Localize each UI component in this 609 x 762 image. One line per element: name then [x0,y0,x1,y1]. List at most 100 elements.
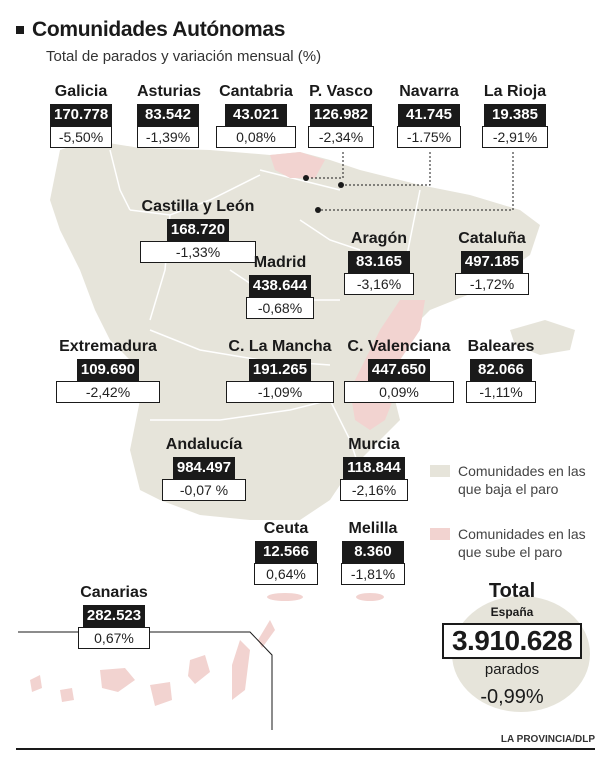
region-parados: 82.066 [470,359,532,381]
region-parados: 41.745 [398,104,460,126]
region-variacion: -1,72% [455,273,529,295]
page-title: Comunidades Autónomas [32,18,286,41]
region-name: Navarra [399,83,459,100]
total-unit: parados [484,661,540,678]
region-name: Canarias [80,584,148,601]
source-credit: LA PROVINCIA/DLP [500,734,595,745]
region-parados: 12.566 [255,541,317,563]
region-variacion: 0,64% [254,563,318,585]
region-variacion: -5,50% [50,126,112,148]
legend-swatch-baja [430,465,450,477]
region-rioja: La Rioja 19.385 -2,91% [482,83,548,148]
region-parados: 191.265 [248,359,312,381]
region-parados: 438.644 [248,275,312,297]
region-variacion: -2,16% [340,479,408,501]
cantabria-shape [270,152,325,178]
region-name: P. Vasco [309,83,373,100]
region-navarra: Navarra 41.745 -1.75% [397,83,461,148]
total-sublabel: España [490,605,534,619]
total-label: Total [488,580,536,602]
total-box: Total España 3.910.628 parados -0,99% [432,580,592,709]
region-parados: 170.778 [50,104,113,126]
region-cvalenciana: C. Valenciana 447.650 0,09% [344,338,454,403]
region-parados: 19.385 [484,104,546,126]
region-baleares: Baleares 82.066 -1,11% [466,338,536,403]
region-name: Aragón [351,230,407,247]
region-variacion: 0,09% [344,381,454,403]
region-variacion: -1,81% [341,563,405,585]
legend-label-baja: Comunidades en las que baja el paro [458,463,586,497]
region-murcia: Murcia 118.844 -2,16% [340,436,408,501]
total-variacion: -0,99% [480,686,544,708]
region-parados: 83.542 [137,104,199,126]
legend-swatch-sube [430,528,450,540]
region-parados: 126.982 [309,104,373,126]
region-variacion: -1,39% [137,126,199,148]
region-name: C. La Mancha [228,338,332,355]
region-ceuta: Ceuta 12.566 0,64% [254,520,318,585]
region-variacion: -0,68% [246,297,314,319]
region-variacion: 0,67% [78,627,150,649]
region-galicia: Galicia 170.778 -5,50% [50,83,113,148]
region-aragon: Aragón 83.165 -3,16% [344,230,414,295]
region-name: Galicia [54,83,108,100]
region-variacion: -1,11% [466,381,536,403]
page-subtitle: Total de parados y variación mensual (%) [46,48,322,65]
region-parados: 43.021 [225,104,287,126]
region-name: Madrid [253,254,307,271]
region-variacion: -0,07 % [162,479,246,501]
region-canarias: Canarias 282.523 0,67% [78,584,150,649]
region-name: Murcia [348,436,400,453]
region-parados: 447.650 [367,359,431,381]
leader-dots [303,175,344,213]
region-name: Extremadura [59,338,157,355]
region-variacion: -2,91% [482,126,548,148]
region-parados: 497.185 [460,251,524,273]
region-clamancha: C. La Mancha 191.265 -1,09% [226,338,334,403]
region-madrid: Madrid 438.644 -0,68% [246,254,314,319]
region-name: Andalucía [165,436,243,453]
region-asturias: Asturias 83.542 -1,39% [137,83,202,148]
region-name: La Rioja [483,83,547,100]
legend-sube: Comunidades en las que sube el paro [430,525,608,561]
region-variacion: -2,42% [56,381,160,403]
region-melilla: Melilla 8.360 -1,81% [341,520,405,585]
region-variacion: -1.75% [397,126,461,148]
ceuta-shape [267,593,303,601]
region-parados: 109.690 [76,359,140,381]
melilla-shape [356,593,384,601]
region-name: Castilla y León [141,198,255,215]
region-parados: 8.360 [342,541,404,563]
legend-baja: Comunidades en las que baja el paro [430,462,608,498]
region-parados: 984.497 [172,457,236,479]
region-name: Cataluña [458,230,526,247]
region-cataluna: Cataluña 497.185 -1,72% [455,230,529,295]
region-variacion: -3,16% [344,273,414,295]
title-bullet-icon [16,26,24,34]
leader-lines [308,152,514,211]
region-name: Ceuta [263,520,309,537]
baleares-shape [510,320,575,355]
region-parados: 83.165 [348,251,410,273]
region-variacion: 0,08% [216,126,296,148]
canarias-shapes [30,620,275,706]
region-parados: 168.720 [166,219,230,241]
region-variacion: -1,09% [226,381,334,403]
region-parados: 118.844 [343,457,405,479]
region-cantabria: Cantabria 43.021 0,08% [216,83,296,148]
region-extremadura: Extremadura 109.690 -2,42% [56,338,160,403]
region-castillaleon: Castilla y León 168.720 -1,33% [140,198,256,263]
region-pvasco: P. Vasco 126.982 -2,34% [308,83,374,148]
region-variacion: -2,34% [308,126,374,148]
total-value: 3.910.628 [441,623,583,659]
region-name: Cantabria [219,83,293,100]
region-variacion: -1,33% [140,241,256,263]
region-parados: 282.523 [82,605,146,627]
region-name: Melilla [348,520,398,537]
legend-label-sube: Comunidades en las que sube el paro [458,526,586,560]
region-name: Asturias [137,83,202,100]
region-andalucia: Andalucía 984.497 -0,07 % [162,436,246,501]
bottom-rule [16,748,595,750]
title-row: Comunidades Autónomas [16,18,285,42]
region-name: C. Valenciana [347,338,451,355]
